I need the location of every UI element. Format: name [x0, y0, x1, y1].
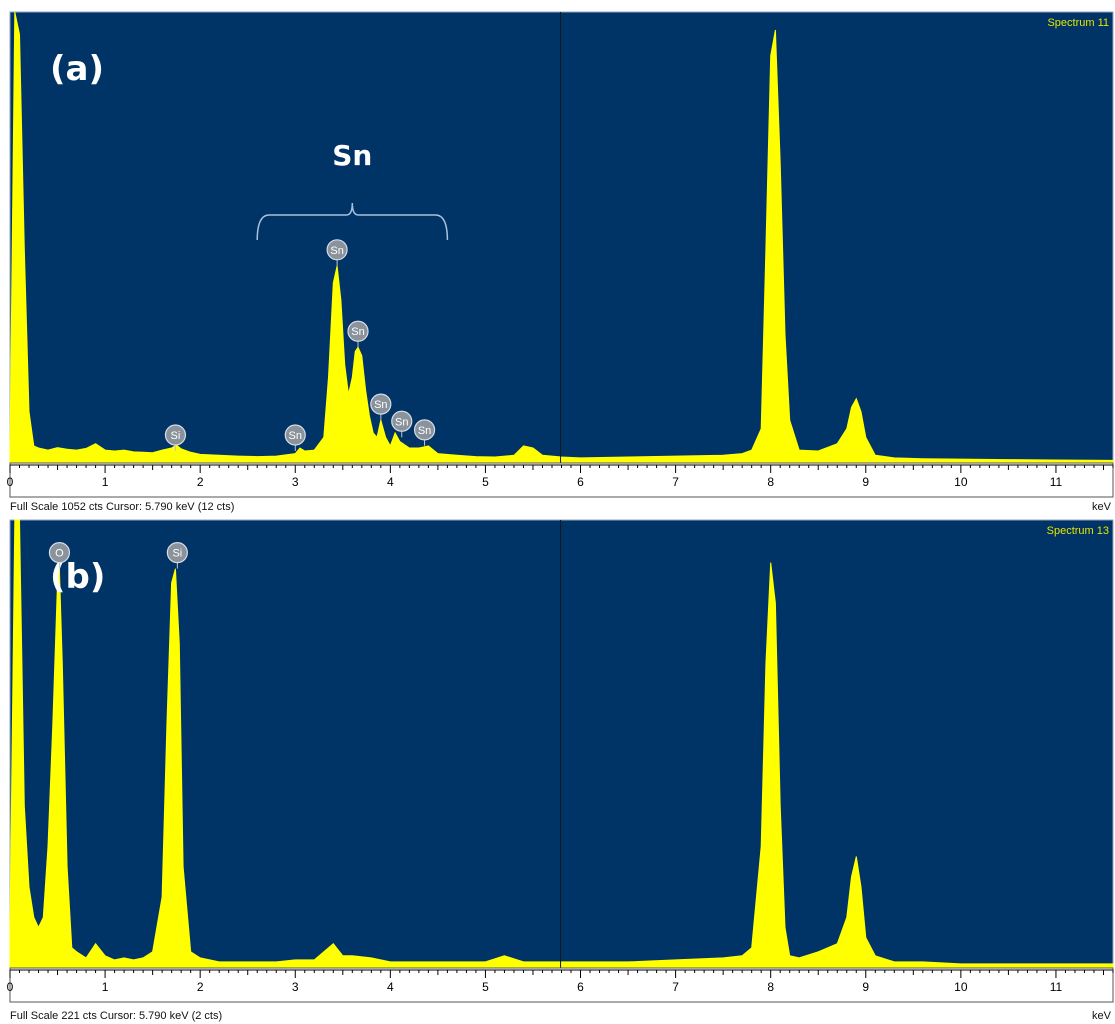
x-tick-label: 5: [482, 980, 489, 994]
peak-label-badge: [370, 393, 392, 415]
peak-label-text: Si: [171, 430, 181, 442]
x-tick-label: 6: [577, 980, 584, 994]
x-tick-label: 2: [197, 475, 204, 489]
spectrum-panel-b: 0 1 2 3 4 5 6 7 8 9 10 11 Spectrum 13 (b) O Si Full Sca…: [0, 515, 1115, 1022]
peak-label-badge: [413, 419, 436, 441]
spectrum-series-b: [9, 519, 1114, 969]
x-tick-label: 2: [197, 980, 204, 994]
plot-area-b: [9, 519, 1114, 969]
peak-label-badge: [326, 239, 348, 261]
x-tick-label: 10: [954, 475, 968, 489]
peak-label-sn[interactable]: Sn: [391, 410, 413, 438]
plot-area-a: [9, 11, 1114, 464]
peak-label-text: Sn: [289, 430, 302, 442]
x-tick-label: 6: [577, 475, 584, 489]
peak-label-sn[interactable]: Sn: [413, 419, 436, 446]
panel-label-a: (a): [50, 49, 104, 89]
spectrum-name-b: Spectrum 13: [1047, 525, 1109, 537]
full-scale-cursor-readout-a: Full Scale 1052 cts Cursor: 5.790 keV (1…: [10, 501, 235, 513]
peak-label-si[interactable]: Si: [164, 424, 187, 451]
footer-bar-b: Full Scale 221 cts Cursor: 5.790 keV (2 …: [10, 1008, 1113, 1024]
spectrum-panel-a: 0 1 2 3 4 5 6 7 8 9 10 11 Spectrum 11 (a) Sn Si Sn Sn Sn Sn…: [0, 0, 1115, 513]
peak-label-badge: [391, 410, 413, 432]
x-tick-label: 5: [482, 475, 489, 489]
peak-label-sn[interactable]: Sn: [370, 393, 392, 421]
sn-bracket: [256, 202, 449, 241]
x-tick-label: 10: [954, 980, 968, 994]
x-tick-label: 11: [1050, 475, 1063, 489]
peak-label-text: Sn: [395, 416, 408, 428]
x-tick-label: 0: [7, 475, 14, 489]
x-tick-label: 8: [767, 475, 774, 489]
peak-label-badge: [347, 320, 369, 342]
x-tick-label: 0: [7, 980, 14, 994]
spectrum-series-a: [9, 11, 1114, 464]
sn-group-label: Sn: [332, 139, 372, 172]
footer-bar-a: Full Scale 1052 cts Cursor: 5.790 keV (1…: [10, 499, 1113, 515]
x-axis-strip-b: [9, 967, 1114, 1003]
peak-label-text: Sn: [374, 399, 387, 411]
x-tick-label: 8: [767, 980, 774, 994]
peak-label-sn[interactable]: Sn: [347, 320, 369, 348]
peak-label-badge: [166, 542, 188, 564]
peak-label-text: Sn: [351, 326, 364, 338]
peak-label-text: Sn: [330, 245, 343, 257]
peak-label-o[interactable]: O: [48, 542, 71, 569]
peak-label-badge: [48, 542, 71, 564]
peak-label-badge: [164, 424, 187, 446]
peak-label-text: O: [55, 548, 64, 560]
x-axis-strip-a: [9, 462, 1114, 498]
spectrum-name-a: Spectrum 11: [1047, 17, 1109, 29]
x-tick-label: 4: [387, 980, 394, 994]
x-tick-label: 7: [672, 980, 679, 994]
peak-label-si[interactable]: Si: [166, 542, 188, 569]
spectrum-chart-a: 0 1 2 3 4 5 6 7 8 9 10 11 Spectrum 11 (a) Sn Si Sn Sn Sn Sn…: [7, 11, 1114, 498]
x-tick-label: 7: [672, 475, 679, 489]
peak-label-sn[interactable]: Sn: [326, 239, 348, 266]
x-tick-label: 9: [862, 980, 869, 994]
full-scale-cursor-readout-b: Full Scale 221 cts Cursor: 5.790 keV (2 …: [10, 1010, 223, 1022]
x-axis-unit-a: keV: [1092, 501, 1111, 513]
x-tick-label: 3: [292, 475, 299, 489]
x-tick-label: 11: [1050, 980, 1063, 994]
x-tick-label: 1: [102, 980, 109, 994]
x-tick-label: 3: [292, 980, 299, 994]
x-tick-label: 9: [862, 475, 869, 489]
peak-label-badge: [284, 424, 306, 446]
x-tick-label: 1: [102, 475, 109, 489]
peak-label-text: Si: [172, 548, 182, 560]
x-tick-label: 4: [387, 475, 394, 489]
peak-label-sn[interactable]: Sn: [284, 424, 306, 451]
x-axis-unit-b: keV: [1092, 1010, 1111, 1022]
peak-label-text: Sn: [418, 425, 431, 437]
